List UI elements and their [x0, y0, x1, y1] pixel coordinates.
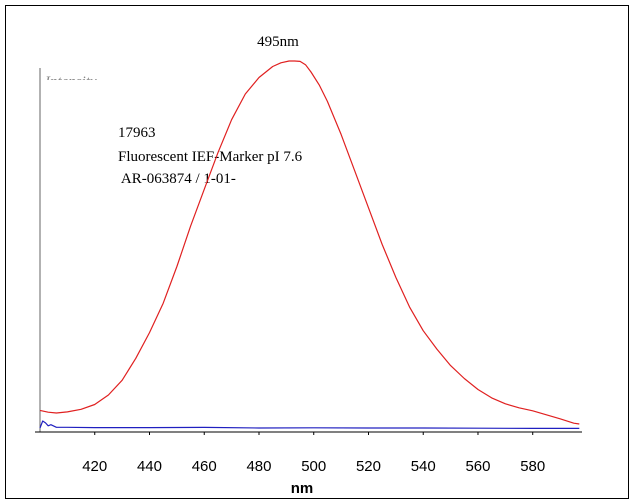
chart-frame	[5, 5, 629, 499]
x-tick-label: 500	[301, 458, 326, 475]
peak-label: 495nm	[257, 34, 299, 50]
x-tick-label: 440	[137, 458, 162, 475]
x-tick-label: 560	[465, 458, 490, 475]
x-tick-label: 520	[356, 458, 381, 475]
x-tick-label: 420	[82, 458, 107, 475]
annotation-id: 17963	[118, 125, 156, 141]
x-tick-label: 580	[520, 458, 545, 475]
emission-curve-red	[39, 60, 580, 425]
x-tick-label: 540	[411, 458, 436, 475]
x-axis-ticks: 420 440 460 480 500 520 540 560 580	[82, 432, 545, 475]
series-group	[39, 60, 580, 429]
x-tick-label: 480	[246, 458, 271, 475]
x-axis-label: nm	[291, 480, 314, 497]
y-axis-label: Intensity	[44, 74, 97, 90]
annotation-title: Fluorescent IEF-Marker pI 7.6	[118, 149, 303, 165]
x-tick-label: 460	[192, 458, 217, 475]
annotation-lot: AR-063874 / 1-01-	[118, 171, 236, 187]
baseline-curve-blue	[39, 420, 580, 429]
